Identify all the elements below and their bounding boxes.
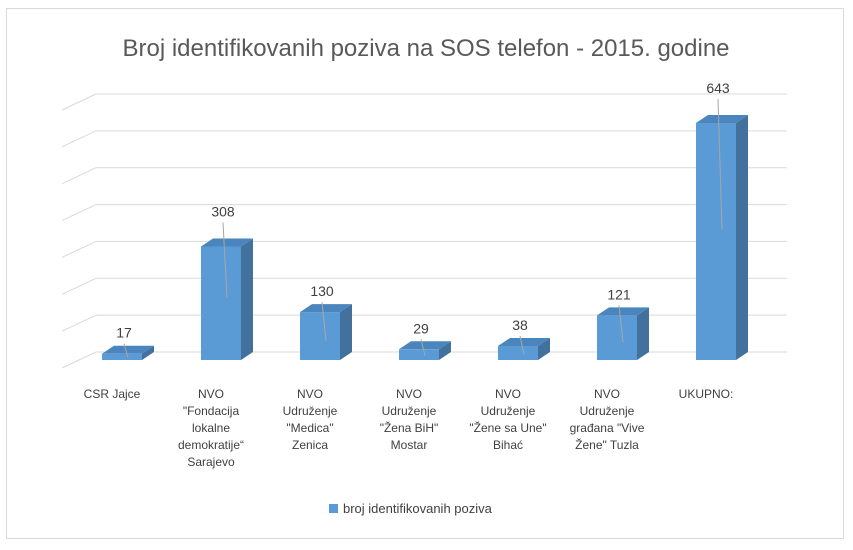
gridline — [61, 277, 787, 295]
bar-side — [142, 345, 154, 360]
bar-top — [201, 238, 253, 247]
category-label: NVO Udruženje "Medica" Zenica — [283, 387, 338, 452]
leader-line — [519, 335, 525, 355]
bar — [597, 307, 649, 360]
category-label: UKUPNO: — [679, 387, 734, 401]
bar-front — [102, 353, 142, 360]
bar-side — [439, 341, 451, 360]
bar-front — [696, 123, 736, 360]
value-label: 121 — [607, 286, 631, 302]
gridline — [61, 240, 787, 258]
bar-top — [102, 345, 154, 354]
bar-front — [300, 312, 340, 360]
category-labels: CSR Jajce NVO "Fondacija lokalne demokratije… — [84, 387, 734, 469]
bar — [498, 337, 550, 360]
bar — [300, 304, 352, 360]
bar-top — [597, 307, 649, 316]
bar-top — [300, 304, 352, 313]
value-label: 308 — [211, 203, 235, 219]
value-label: 17 — [116, 325, 132, 341]
category-label: NVO Udruženje građana "Vive Žene" Tuzla — [570, 387, 645, 452]
leader-line — [618, 305, 624, 343]
gridline — [61, 204, 787, 222]
bar-front — [399, 349, 439, 360]
value-label: 29 — [413, 320, 429, 336]
bar-side — [538, 337, 550, 360]
data-label: 29 — [413, 320, 429, 356]
value-label: 38 — [512, 317, 528, 333]
data-label: 121 — [607, 286, 631, 343]
bar-front — [201, 246, 241, 360]
bar — [399, 341, 451, 360]
bar-top — [696, 115, 748, 124]
data-label: 17 — [116, 325, 132, 358]
bar — [696, 115, 748, 360]
data-label: 643 — [706, 80, 730, 230]
category-label: NVO "Fondacija lokalne demokratije“ Sarajevo — [178, 387, 244, 469]
leader-line — [717, 98, 723, 230]
leader-line — [321, 302, 327, 341]
gridline — [61, 93, 787, 111]
leader-line — [222, 222, 228, 298]
gridline — [61, 167, 787, 185]
gridline — [61, 130, 787, 148]
category-label: CSR Jajce — [84, 387, 141, 401]
data-label: 38 — [512, 317, 528, 355]
bar-top — [498, 337, 550, 346]
bar-top — [399, 341, 451, 350]
bar-side — [637, 307, 649, 360]
leader-line — [420, 339, 426, 356]
bar — [102, 345, 154, 360]
bar-side — [340, 304, 352, 360]
chart-title: Broj identifikovanih poziva na SOS telef… — [122, 35, 729, 62]
bars — [102, 115, 748, 360]
value-label: 130 — [310, 283, 334, 299]
category-label: NVO Udruženje "Žene sa Une" Bihać — [469, 387, 546, 452]
category-label: NVO Udruženje "Žena BiH" Mostar — [380, 387, 439, 452]
bar — [201, 238, 253, 360]
bar-side — [736, 115, 748, 360]
legend-swatch — [329, 504, 338, 513]
value-label: 643 — [706, 80, 730, 96]
data-labels: 17 308 130 29 38 121 643 — [116, 80, 730, 358]
bar-side — [241, 238, 253, 360]
data-label: 308 — [211, 203, 235, 298]
data-label: 130 — [310, 283, 334, 341]
leader-line — [123, 343, 129, 358]
bar-front — [498, 345, 538, 360]
legend: broj identifikovanih poziva — [329, 501, 493, 516]
legend-label: broj identifikovanih poziva — [343, 501, 493, 516]
bar-front — [597, 315, 637, 360]
